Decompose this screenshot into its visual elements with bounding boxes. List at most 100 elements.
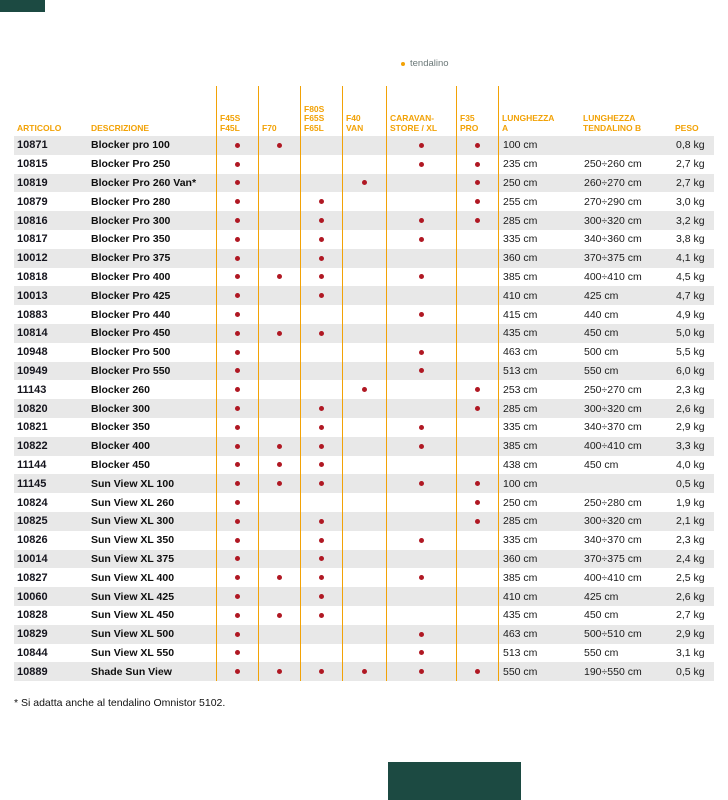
compat-dot — [235, 387, 240, 393]
lunghezza-a-value: 253 cm — [498, 380, 580, 400]
table-row: 10820 Blocker 300 285 cm 300÷320 cm 2,6 kg — [14, 399, 714, 418]
compat-dot — [277, 481, 282, 487]
compat-cell-f45s-f45l — [216, 361, 258, 381]
compat-dot — [235, 575, 240, 581]
compat-cell-f40-van — [342, 380, 386, 400]
lunghezza-a-value: 285 cm — [498, 211, 580, 230]
article-number: 10060 — [17, 590, 48, 603]
compat-cell-f40-van — [342, 455, 386, 475]
lunghezza-tendalino-b-value: 450 cm — [584, 609, 619, 622]
peso-value: 0,8 kg — [676, 139, 705, 152]
bottom-image-fragment — [388, 762, 521, 800]
article-number: 10817 — [17, 233, 48, 246]
compat-cell-f80s-f65s-f65l — [300, 154, 342, 174]
compat-dot — [419, 312, 424, 318]
compat-cell-f40-van — [342, 323, 386, 343]
compat-dot — [235, 481, 240, 487]
compat-cell-caravanstore-xl — [386, 662, 456, 682]
header-caravanstore-xl: CARAVAN- STORE / XL — [386, 86, 456, 136]
product-description: Blocker Pro 550 — [91, 364, 171, 377]
product-description: Sun View XL 100 — [91, 477, 175, 490]
compat-cell-f40-van — [342, 474, 386, 494]
compat-cell-f35-pro — [456, 417, 498, 437]
compat-cell-caravanstore-xl — [386, 342, 456, 362]
compat-cell-f40-van — [342, 211, 386, 230]
compat-cell-caravanstore-xl — [386, 305, 456, 324]
compat-cell-caravanstore-xl — [386, 511, 456, 531]
compat-cell-f40-van — [342, 436, 386, 456]
compat-cell-caravanstore-xl — [386, 399, 456, 418]
compat-dot — [319, 255, 324, 261]
compat-cell-f35-pro — [456, 587, 498, 606]
compat-cell-f45s-f45l — [216, 511, 258, 531]
compat-cell-f35-pro — [456, 380, 498, 400]
compat-cell-caravanstore-xl — [386, 436, 456, 456]
lunghezza-tendalino-b-value: 425 cm — [584, 289, 619, 302]
compat-cell-f35-pro — [456, 211, 498, 230]
compat-cell-caravanstore-xl — [386, 361, 456, 381]
product-description: Blocker 350 — [91, 421, 150, 434]
peso-value: 2,7 kg — [676, 158, 705, 171]
compat-dot — [475, 161, 480, 167]
compat-dot — [419, 669, 424, 675]
compat-dot — [235, 236, 240, 242]
compat-cell-f70 — [258, 493, 300, 512]
header-f70: F70 — [258, 86, 300, 136]
lunghezza-tendalino-b-value: 425 cm — [584, 590, 619, 603]
compat-dot — [235, 218, 240, 224]
table-row: 10844 Sun View XL 550 513 cm 550 cm 3,1 kg — [14, 643, 714, 663]
compat-cell-f45s-f45l — [216, 173, 258, 193]
compat-dot — [235, 368, 240, 374]
compat-dot — [475, 180, 480, 186]
article-number: 10948 — [17, 346, 48, 359]
compat-cell-caravanstore-xl — [386, 455, 456, 475]
article-number: 10820 — [17, 402, 48, 415]
compat-cell-f35-pro — [456, 605, 498, 625]
compat-cell-f35-pro — [456, 568, 498, 588]
compat-dot — [235, 594, 240, 600]
compat-cell-f70 — [258, 136, 300, 155]
table-row: 10815 Blocker Pro 250 235 cm 250÷260 cm 2,7 … — [14, 154, 714, 174]
compat-dot — [235, 424, 240, 430]
product-description: Blocker 260 — [91, 383, 150, 396]
compat-dot — [277, 612, 282, 618]
compat-dot — [235, 518, 240, 524]
compat-cell-f35-pro — [456, 136, 498, 155]
peso-value: 0,5 kg — [676, 665, 705, 678]
compat-cell-f70 — [258, 549, 300, 569]
compat-cell-f70 — [258, 643, 300, 663]
compat-cell-f40-van — [342, 361, 386, 381]
compat-cell-f70 — [258, 605, 300, 625]
compat-cell-f40-van — [342, 154, 386, 174]
product-description: Blocker Pro 450 — [91, 327, 171, 340]
lunghezza-a-value: 335 cm — [498, 530, 580, 550]
compat-cell-f45s-f45l — [216, 342, 258, 362]
table-row: 10889 Shade Sun View 550 cm 190÷550 cm 0,5 k… — [14, 662, 714, 682]
compat-cell-f35-pro — [456, 154, 498, 174]
compat-cell-caravanstore-xl — [386, 248, 456, 268]
compat-dot — [319, 236, 324, 242]
compat-dot — [419, 537, 424, 543]
compat-cell-f70 — [258, 455, 300, 475]
header-lunghezza-a: LUNGHEZZA A — [498, 86, 580, 136]
peso-value: 2,4 kg — [676, 552, 705, 565]
compat-cell-f45s-f45l — [216, 455, 258, 475]
compat-cell-f80s-f65s-f65l — [300, 455, 342, 475]
product-description: Blocker pro 100 — [91, 139, 170, 152]
compat-cell-f45s-f45l — [216, 436, 258, 456]
compat-dot — [319, 556, 324, 562]
product-description: Blocker Pro 260 Van* — [91, 176, 197, 189]
product-description: Blocker 400 — [91, 440, 150, 453]
article-number: 10829 — [17, 628, 48, 641]
article-number: 10014 — [17, 552, 48, 565]
peso-value: 2,6 kg — [676, 402, 705, 415]
lunghezza-tendalino-b-value: 300÷320 cm — [584, 214, 642, 227]
header-f80s-f65s-f65l: F80S F65S F65L — [300, 86, 342, 136]
compat-cell-f80s-f65s-f65l — [300, 493, 342, 512]
product-description: Blocker Pro 425 — [91, 289, 171, 302]
compat-dot — [475, 500, 480, 506]
peso-value: 4,5 kg — [676, 270, 705, 283]
compat-cell-f40-van — [342, 229, 386, 249]
compat-dot — [475, 669, 480, 675]
compat-cell-f45s-f45l — [216, 267, 258, 287]
